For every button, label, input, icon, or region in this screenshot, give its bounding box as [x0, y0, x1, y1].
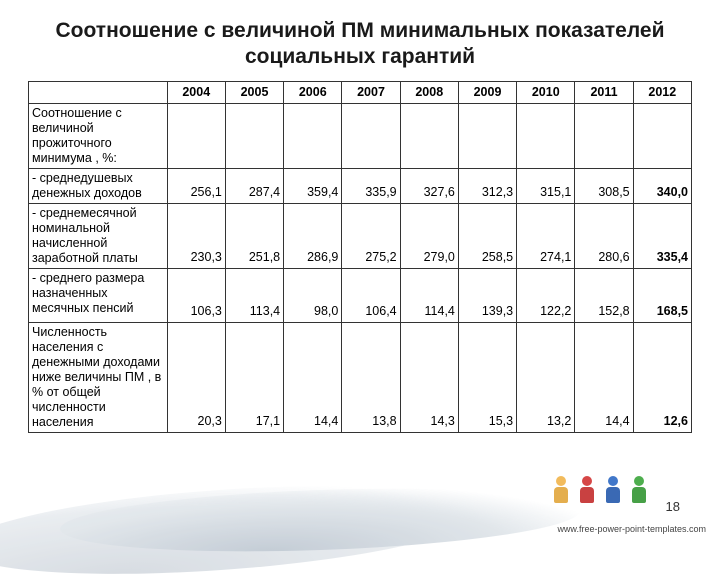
cell: 274,1: [517, 203, 575, 268]
cell: 335,9: [342, 168, 400, 203]
cell: 20,3: [167, 322, 225, 432]
page-title: Соотношение с величиной ПМ минимальных п…: [28, 18, 692, 71]
col-year: 2004: [167, 81, 225, 103]
row-label: - среднедушевых денежных доходов: [29, 168, 168, 203]
table-row: Соотношение с величиной прожиточного мин…: [29, 103, 692, 168]
cell: [633, 103, 691, 168]
col-year: 2008: [400, 81, 458, 103]
cell: 106,3: [167, 268, 225, 322]
cell: 98,0: [284, 268, 342, 322]
col-year: 2009: [458, 81, 516, 103]
cell: [225, 103, 283, 168]
cell: 12,6: [633, 322, 691, 432]
col-year: 2010: [517, 81, 575, 103]
cell: 13,2: [517, 322, 575, 432]
cell: 280,6: [575, 203, 633, 268]
row-label: Соотношение с величиной прожиточного мин…: [29, 103, 168, 168]
cell: 335,4: [633, 203, 691, 268]
table-header-row: 2004 2005 2006 2007 2008 2009 2010 2011 …: [29, 81, 692, 103]
cell: 14,4: [575, 322, 633, 432]
cell: 359,4: [284, 168, 342, 203]
cell: 168,5: [633, 268, 691, 322]
row-label: - среднего размера назначенных месячных …: [29, 268, 168, 322]
col-year: 2012: [633, 81, 691, 103]
cell: 258,5: [458, 203, 516, 268]
cell: [284, 103, 342, 168]
cell: 312,3: [458, 168, 516, 203]
cell: 340,0: [633, 168, 691, 203]
cell: 315,1: [517, 168, 575, 203]
cell: 327,6: [400, 168, 458, 203]
cell: 256,1: [167, 168, 225, 203]
cell: 152,8: [575, 268, 633, 322]
col-year: 2007: [342, 81, 400, 103]
data-table: 2004 2005 2006 2007 2008 2009 2010 2011 …: [28, 81, 692, 433]
footer-url: www.free-power-point-templates.com: [557, 524, 706, 534]
table-row: - среднего размера назначенных месячных …: [29, 268, 692, 322]
cell: [400, 103, 458, 168]
row-label: Численность населения с денежными дохода…: [29, 322, 168, 432]
cell: 14,4: [284, 322, 342, 432]
cell: 279,0: [400, 203, 458, 268]
cell: [342, 103, 400, 168]
cell: 106,4: [342, 268, 400, 322]
cell: [458, 103, 516, 168]
col-year: 2005: [225, 81, 283, 103]
col-year: 2011: [575, 81, 633, 103]
cell: 230,3: [167, 203, 225, 268]
cell: 275,2: [342, 203, 400, 268]
cell: 13,8: [342, 322, 400, 432]
table-row: - среднедушевых денежных доходов 256,1 2…: [29, 168, 692, 203]
table-row: Численность населения с денежными дохода…: [29, 322, 692, 432]
cell: 15,3: [458, 322, 516, 432]
cell: [517, 103, 575, 168]
cell: [575, 103, 633, 168]
table-row: - среднемесячной номинальной начисленной…: [29, 203, 692, 268]
cell: 17,1: [225, 322, 283, 432]
cell: [167, 103, 225, 168]
page-number: 18: [666, 499, 680, 514]
cell: 308,5: [575, 168, 633, 203]
cell: 139,3: [458, 268, 516, 322]
cell: 114,4: [400, 268, 458, 322]
cell: 287,4: [225, 168, 283, 203]
cell: 286,9: [284, 203, 342, 268]
cell: 113,4: [225, 268, 283, 322]
cell: 14,3: [400, 322, 458, 432]
row-label: - среднемесячной номинальной начисленной…: [29, 203, 168, 268]
cell: 122,2: [517, 268, 575, 322]
col-year: 2006: [284, 81, 342, 103]
col-blank: [29, 81, 168, 103]
cell: 251,8: [225, 203, 283, 268]
